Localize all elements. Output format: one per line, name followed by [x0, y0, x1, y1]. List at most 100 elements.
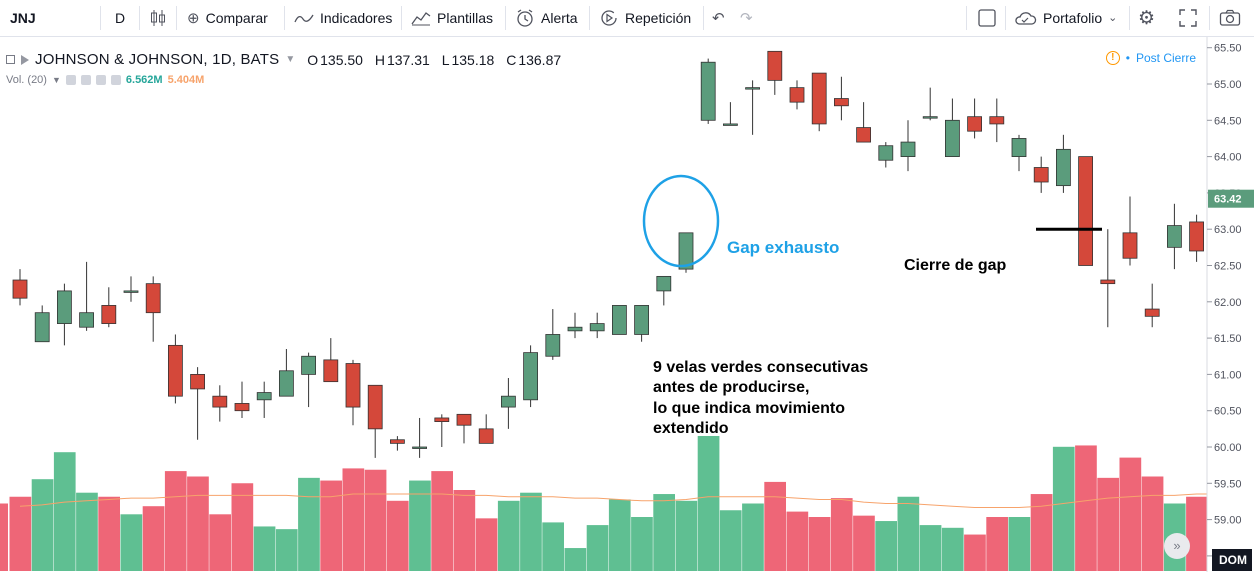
divider	[1129, 6, 1130, 30]
volume-bar	[386, 500, 409, 571]
divider	[176, 6, 177, 30]
volume-bar	[0, 503, 8, 571]
candle	[101, 287, 117, 328]
interval-button[interactable]: D	[115, 0, 125, 36]
gear-icon: ⚙	[1138, 7, 1156, 29]
volume-bar	[742, 503, 764, 571]
candle	[1078, 156, 1093, 266]
candle	[745, 80, 760, 135]
candle	[1189, 214, 1204, 262]
expand-icon	[1179, 9, 1197, 27]
candle-body	[811, 72, 827, 125]
volume-bar	[1186, 496, 1208, 571]
volume-bar	[31, 479, 54, 571]
scroll-to-realtime-button[interactable]: »	[1164, 533, 1190, 559]
candle	[834, 76, 849, 121]
candle	[12, 269, 28, 306]
candle-body	[301, 355, 317, 375]
volume-bar	[298, 477, 320, 571]
candle	[1056, 134, 1071, 193]
gear-icon[interactable]	[80, 75, 91, 85]
undo-icon: ↶	[712, 9, 725, 27]
fullscreen-toggle[interactable]	[977, 0, 997, 36]
axis-tick-label: 59.00	[1214, 515, 1242, 527]
candle	[478, 414, 494, 444]
symbol-search[interactable]: JNJ	[10, 0, 36, 36]
candle	[500, 378, 516, 429]
portfolio-dropdown[interactable]: Portafolio ⌄	[1013, 0, 1117, 36]
volume-bar	[1052, 446, 1075, 571]
candle	[567, 312, 583, 339]
candle	[167, 334, 183, 404]
alert-button[interactable]: Alerta	[515, 0, 578, 36]
volume-bar	[231, 483, 254, 571]
close-icon[interactable]	[110, 75, 121, 85]
expand-button[interactable]	[1178, 0, 1198, 36]
eye-icon[interactable]	[65, 75, 76, 85]
volume-bar	[98, 496, 120, 571]
axis-tick-label: 63.00	[1214, 224, 1242, 236]
chevron-down-icon[interactable]: ▼	[285, 53, 296, 65]
candle-body	[856, 127, 871, 143]
candle	[945, 98, 960, 158]
candle-body	[278, 370, 294, 397]
divider	[1209, 6, 1210, 30]
divider	[284, 6, 285, 30]
dom-label: DOM	[1219, 553, 1247, 567]
candle-body	[1056, 148, 1071, 187]
price-chart[interactable]: 66.5066.0065.5065.0064.5064.0063.5063.00…	[0, 6, 1254, 572]
candle-body	[922, 116, 938, 119]
settings-button[interactable]: ⚙	[1138, 0, 1155, 36]
candle-body	[612, 305, 627, 335]
candle	[145, 276, 161, 342]
candle	[79, 261, 94, 331]
axis-background[interactable]	[1207, 37, 1254, 572]
candle	[1033, 156, 1049, 193]
candle-body	[878, 145, 894, 161]
candle-body	[145, 283, 161, 314]
templates-button[interactable]: Plantillas	[411, 0, 493, 36]
candle	[123, 276, 139, 302]
collapse-box-icon[interactable]	[6, 55, 15, 64]
candle	[634, 305, 649, 342]
templates-label: Plantillas	[437, 10, 494, 26]
candles-icon	[151, 10, 165, 26]
replay-button[interactable]: Repetición	[599, 0, 691, 36]
plus-icon[interactable]	[95, 75, 106, 85]
market-status[interactable]: ! • Post Cierre	[1105, 51, 1196, 65]
flag-icon[interactable]	[21, 54, 29, 65]
chevron-down-icon[interactable]: ▼	[51, 75, 61, 85]
low-value: 135.18	[451, 51, 495, 68]
snapshot-button[interactable]	[1219, 0, 1241, 36]
camera-icon	[1219, 9, 1241, 26]
candle-body	[79, 312, 94, 328]
indicators-button[interactable]: Indicadores	[294, 0, 392, 36]
undo-button[interactable]: ↶	[712, 0, 725, 36]
chart-area[interactable]: 66.5066.0065.5065.0064.5064.0063.5063.00…	[0, 6, 1254, 572]
candle	[878, 142, 894, 168]
indicators-label: Indicadores	[320, 10, 393, 26]
dom-button[interactable]	[1212, 549, 1252, 571]
open-value: 135.50	[320, 51, 363, 68]
volume-bar	[675, 500, 698, 571]
series-title: JOHNSON & JOHNSON, 1D, BATS	[35, 51, 280, 68]
compare-button[interactable]: ⊕ Comparar	[187, 0, 268, 36]
open-label: O	[307, 51, 319, 68]
candle-body	[545, 334, 561, 357]
axis-tick-label: 61.50	[1214, 333, 1242, 345]
candle-body	[1078, 156, 1093, 266]
redo-button[interactable]: ↷	[740, 0, 753, 36]
candle-body	[478, 428, 494, 444]
candle-body	[678, 232, 694, 270]
volume-bar	[53, 452, 76, 571]
axis-tick-label: 64.00	[1214, 152, 1242, 164]
candle-body	[256, 392, 272, 401]
chart-type-button[interactable]	[149, 0, 167, 36]
warning-icon: !	[1105, 51, 1120, 65]
top-toolbar: JNJ D ⊕ Comparar Indicadores Plantillas …	[0, 0, 1254, 37]
post-close-label: Post Cierre	[1135, 51, 1196, 65]
low-label: L	[441, 51, 450, 68]
indicator-wave-icon	[294, 14, 314, 23]
candle	[434, 414, 450, 447]
